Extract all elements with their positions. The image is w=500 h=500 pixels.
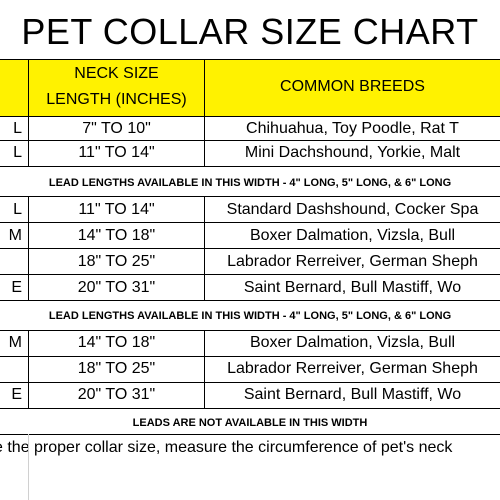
breeds-cell: Saint Bernard, Bull Mastiff, Wo — [243, 386, 462, 403]
breeds-cell: Labrador Rerreiver, German Sheph — [227, 360, 478, 377]
grid-line — [0, 330, 500, 331]
grid-line — [0, 166, 500, 167]
breeds-cell: Chihuahua, Toy Poodle, Rat T — [246, 120, 459, 137]
grid-line — [28, 434, 29, 500]
neck-size-cell: 18" TO 25" — [77, 360, 156, 377]
breeds-cell: Mini Dachshound, Yorkie, Malt — [244, 144, 461, 161]
grid-line — [28, 59, 29, 166]
header-neck-size: NECK SIZE — [74, 65, 159, 82]
grid-line — [0, 116, 500, 117]
grid-line — [204, 330, 205, 408]
neck-size-cell: 20" TO 31" — [77, 279, 156, 296]
table-row: 18" TO 25" Labrador Rerreiver, German Sh… — [0, 357, 500, 380]
table-row: L 11" TO 14" Mini Dachshound, Yorkie, Ma… — [0, 141, 500, 164]
size-cell: L — [13, 144, 22, 161]
grid-line — [28, 330, 29, 408]
breeds-cell: Labrador Rerreiver, German Sheph — [227, 253, 478, 270]
table-row: L 7" TO 10" Chihuahua, Toy Poodle, Rat T — [0, 117, 500, 140]
neck-size-cell: 14" TO 18" — [77, 227, 156, 244]
neck-size-cell: 18" TO 25" — [77, 253, 156, 270]
grid-line — [0, 274, 500, 275]
grid-line — [0, 222, 500, 223]
breeds-cell: Standard Dashshound, Cocker Spa — [226, 201, 479, 218]
lead-lengths-band: LEAD LENGTHS AVAILABLE IN THIS WIDTH - 4… — [48, 310, 452, 322]
chart-title: PET COLLAR SIZE CHART — [21, 11, 479, 52]
neck-size-cell: 11" TO 14" — [78, 144, 155, 161]
table-row: E 20" TO 31" Saint Bernard, Bull Mastiff… — [0, 383, 500, 406]
grid-line — [0, 140, 500, 141]
lead-lengths-band: LEAD LENGTHS AVAILABLE IN THIS WIDTH - 4… — [48, 177, 452, 189]
breeds-cell: Boxer Dalmation, Vizsla, Bull — [249, 334, 456, 351]
grid-line — [0, 382, 500, 383]
table-row: 18" TO 25" Labrador Rerreiver, German Sh… — [0, 250, 500, 273]
size-cell: L — [13, 201, 22, 218]
leads-not-available-band: LEADS ARE NOT AVAILABLE IN THIS WIDTH — [132, 417, 368, 429]
grid-line — [204, 196, 205, 300]
breeds-cell: Boxer Dalmation, Vizsla, Bull — [249, 227, 456, 244]
size-cell: M — [8, 334, 22, 351]
grid-line — [28, 196, 29, 300]
grid-line — [0, 300, 500, 301]
table-row: L 11" TO 14" Standard Dashshound, Cocker… — [0, 198, 500, 221]
table-row: M 14" TO 18" Boxer Dalmation, Vizsla, Bu… — [0, 224, 500, 247]
size-cell: E — [11, 279, 22, 296]
neck-size-cell: 7" TO 10" — [82, 120, 151, 137]
size-cell — [0, 250, 28, 273]
grid-line — [0, 196, 500, 197]
grid-line — [0, 248, 500, 249]
size-cell: E — [11, 386, 22, 403]
header-band — [0, 60, 500, 116]
neck-size-cell: 14" TO 18" — [77, 334, 156, 351]
table-row: M 14" TO 18" Boxer Dalmation, Vizsla, Bu… — [0, 331, 500, 354]
grid-line — [0, 356, 500, 357]
grid-line — [204, 59, 205, 166]
size-cell: L — [13, 120, 22, 137]
grid-line — [0, 59, 500, 60]
measurement-note: e the proper collar size, measure the ci… — [0, 439, 453, 456]
grid-line — [0, 434, 500, 435]
table-row: E 20" TO 31" Saint Bernard, Bull Mastiff… — [0, 276, 500, 299]
neck-size-cell: 11" TO 14" — [78, 201, 155, 218]
size-cell — [0, 357, 28, 380]
grid-line — [0, 408, 500, 409]
size-cell: M — [8, 227, 22, 244]
breeds-cell: Saint Bernard, Bull Mastiff, Wo — [243, 279, 462, 296]
header-common-breeds: COMMON BREEDS — [280, 78, 425, 95]
neck-size-cell: 20" TO 31" — [77, 386, 156, 403]
header-length-inches: LENGTH (INCHES) — [46, 91, 187, 108]
